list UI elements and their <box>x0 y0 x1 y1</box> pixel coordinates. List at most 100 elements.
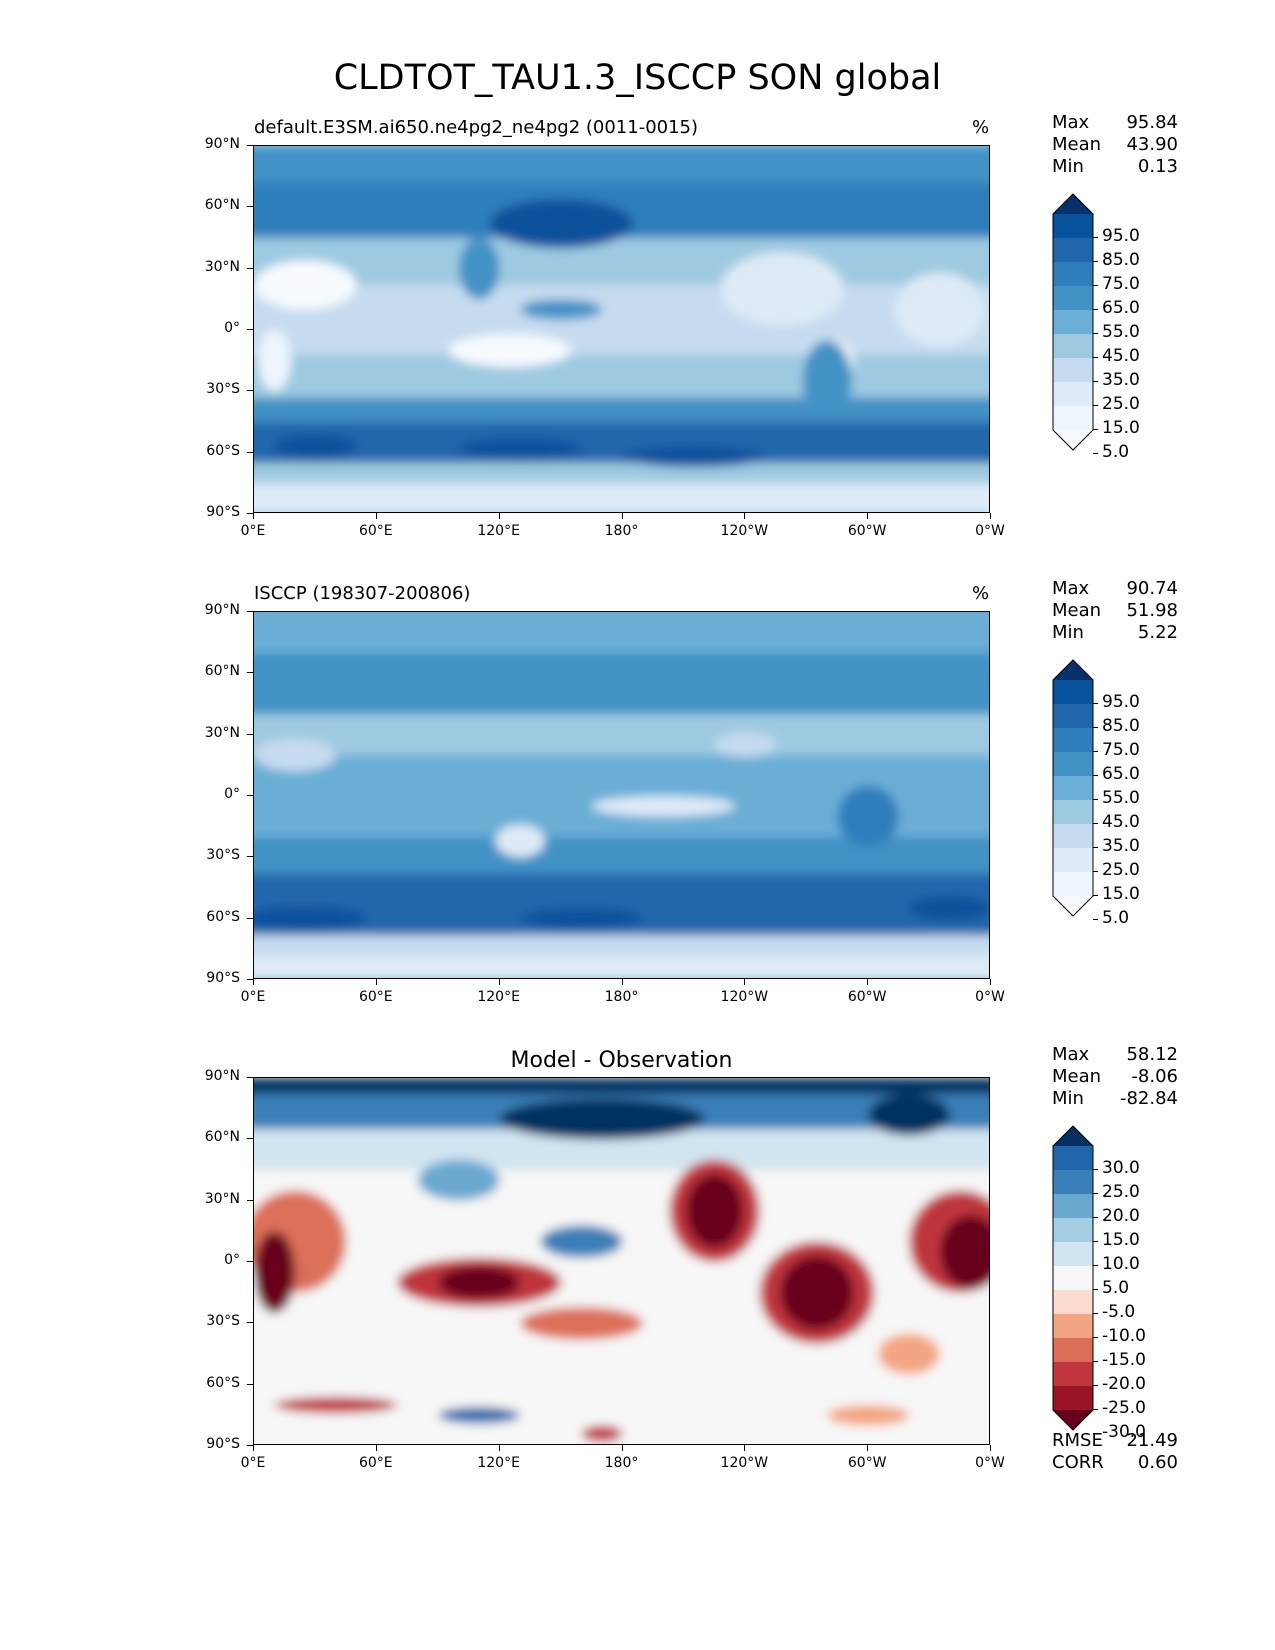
lon-tick-label: 60°W <box>847 1455 887 1471</box>
colorbar-label: 5.0 <box>1102 1278 1130 1298</box>
field-zone <box>254 1078 989 1095</box>
obs-panel: ISCCP (198307-200806) % Max 90.74 Mean 51.… <box>0 0 1275 1005</box>
colorbar-outline <box>1052 1125 1094 1431</box>
colorbar-segment <box>1053 704 1093 729</box>
lat-tick-mark <box>247 1200 253 1201</box>
colorbar-tick <box>1093 285 1098 286</box>
field-zone <box>254 612 989 653</box>
colorbar-label: -10.0 <box>1102 1326 1146 1346</box>
colorbar-segment <box>1053 1170 1093 1195</box>
colorbar-label: 5.0 <box>1102 442 1130 462</box>
field-zone <box>254 146 989 183</box>
colorbar-extend-bottom <box>1053 430 1093 450</box>
metric-corr: CORR 0.60 <box>1052 1452 1178 1473</box>
colorbar-segment <box>1053 848 1093 873</box>
colorbar-segment <box>1053 358 1093 383</box>
field-blob <box>520 908 643 929</box>
colorbar-tick <box>1093 1289 1098 1290</box>
field-blob <box>581 1425 623 1442</box>
stat-min: Min -82.84 <box>1052 1088 1178 1109</box>
obs-map <box>253 611 990 979</box>
lon-tick-label: 120°W <box>720 989 769 1005</box>
lon-tick-mark <box>376 1445 377 1451</box>
colorbar-label: 55.0 <box>1102 788 1140 808</box>
field-blob <box>489 199 633 249</box>
colorbar-svg <box>1052 659 1094 917</box>
lat-tick-label: 60°S <box>206 442 240 459</box>
lon-tick-label: 0°E <box>240 523 266 539</box>
colorbar-label: 30.0 <box>1102 1158 1140 1178</box>
colorbar-segment <box>1053 1242 1093 1267</box>
field-blob <box>894 272 985 347</box>
lon-tick-mark <box>744 979 745 985</box>
field-blob <box>780 1255 854 1330</box>
field-zone <box>254 422 989 463</box>
colorbar-segment <box>1053 728 1093 753</box>
field-blob <box>499 1098 705 1140</box>
lat-tick-mark <box>247 513 253 514</box>
colorbar-label: -20.0 <box>1102 1374 1146 1394</box>
colorbar-tick <box>1093 895 1098 896</box>
field-zone <box>254 354 989 398</box>
lon-tick-mark <box>253 513 254 519</box>
lat-tick-mark <box>247 918 253 919</box>
field-blob <box>254 738 336 772</box>
colorbar-segment <box>1053 752 1093 777</box>
lat-tick-label: 60°N <box>204 663 240 680</box>
colorbar-outline <box>1052 659 1094 917</box>
lon-tick-mark <box>376 979 377 985</box>
colorbar-segment <box>1053 1314 1093 1339</box>
model-map <box>253 145 990 513</box>
colorbar-tick <box>1093 919 1098 920</box>
panel-title: ISCCP (198307-200806) <box>254 583 471 604</box>
lat-tick-mark <box>247 145 253 146</box>
lat-tick-mark <box>247 206 253 207</box>
metrics-block: RMSE 21.49 CORR 0.60 <box>1052 1430 1178 1474</box>
colorbar-label: 55.0 <box>1102 322 1140 342</box>
lon-tick-mark <box>253 979 254 985</box>
field-blob <box>438 1407 521 1424</box>
colorbar-segment <box>1053 1266 1093 1291</box>
lon-tick-mark <box>376 513 377 519</box>
colorbar-tick <box>1093 823 1098 824</box>
colorbar-segment <box>1053 824 1093 849</box>
colorbar-tick <box>1093 703 1098 704</box>
lat-tick-label: 30°N <box>204 258 240 275</box>
lat-tick-mark <box>247 1384 253 1385</box>
field-blob <box>274 1396 398 1414</box>
colorbar-tick <box>1093 333 1098 334</box>
lat-tick-label: 90°N <box>204 136 240 152</box>
colorbar-label: -30.0 <box>1102 1422 1146 1442</box>
field-blob <box>939 1214 989 1289</box>
lat-tick-mark <box>247 672 253 673</box>
figure-title: CLDTOT_TAU1.3_ISCCP SON global <box>333 58 942 98</box>
lon-tick-label: 180° <box>604 523 639 539</box>
lat-tick-label: 0° <box>224 320 240 336</box>
lon-tick-mark <box>990 513 991 519</box>
lon-tick-mark <box>867 979 868 985</box>
lon-tick-label: 120°E <box>477 1455 520 1471</box>
colorbar-label: 15.0 <box>1102 1230 1140 1250</box>
colorbar-tick <box>1093 1433 1098 1434</box>
colorbar-tick <box>1093 1385 1098 1386</box>
lon-tick-mark <box>744 513 745 519</box>
field-blob <box>254 906 367 931</box>
colorbar-tick <box>1093 727 1098 728</box>
colorbar-segment <box>1053 1386 1093 1411</box>
colorbar-tick <box>1093 357 1098 358</box>
lon-tick-label: 60°E <box>358 989 393 1005</box>
field-zone <box>254 397 989 422</box>
lon-tick-label: 0°W <box>975 523 1005 539</box>
lat-tick-label: 30°N <box>204 1190 240 1207</box>
colorbar-tick <box>1093 309 1098 310</box>
lat-tick-mark <box>247 452 253 453</box>
lat-tick-label: 60°N <box>204 1129 240 1146</box>
field-blob <box>827 1405 910 1426</box>
colorbar-tick <box>1093 871 1098 872</box>
colorbar-label: 15.0 <box>1102 418 1140 438</box>
colorbar-label: 25.0 <box>1102 394 1140 414</box>
colorbar-tick <box>1093 1313 1098 1314</box>
colorbar-tick <box>1093 1193 1098 1194</box>
field-blob <box>258 330 291 392</box>
field-zone <box>254 652 989 715</box>
